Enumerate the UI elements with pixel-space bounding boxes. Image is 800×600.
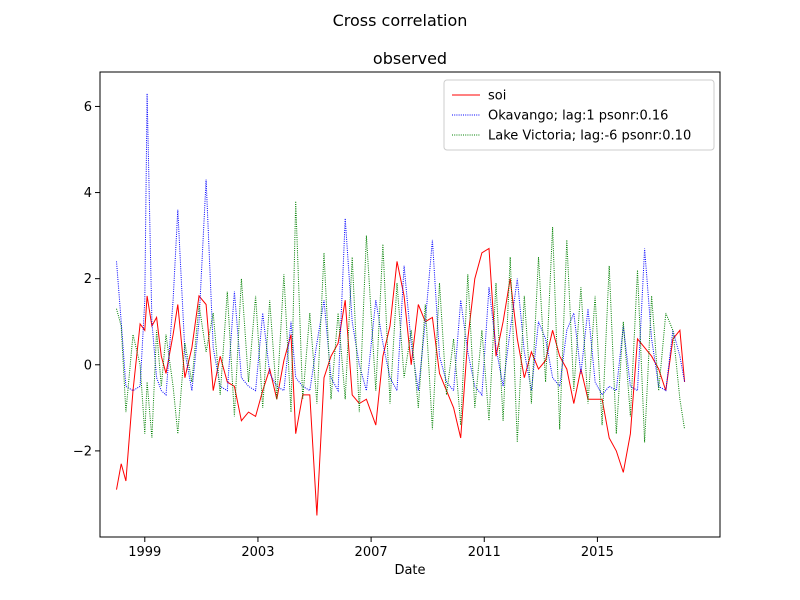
y-tick-label: 2 [84,272,92,287]
series-layer [116,93,686,516]
legend-label-okavango-lag-1-psonr-0-16: Okavango; lag:1 psonr:0.16 [488,109,668,124]
x-axis-ticks: 1999 2003 2007 2011 2015 [128,537,614,560]
y-axis-ticks: −2 0 2 4 6 [73,100,100,459]
legend-box [443,79,715,151]
y-tick-label: 4 [84,186,92,201]
x-tick-label: 2003 [241,545,274,560]
series-line-lake-victoria-lag-6-psonr-0-10 [116,201,686,443]
y-tick-label: 6 [84,100,92,115]
x-axis-label: Date [394,563,425,578]
axes-frame [99,71,721,538]
legend-label-lake-victoria-lag-6-psonr-0-10: Lake Victoria; lag:-6 psonr:0.10 [488,129,691,144]
x-tick-label: 2011 [468,545,501,560]
y-tick-label: −2 [73,444,92,459]
y-tick-label: 0 [84,358,92,373]
legend: soi Okavango; lag:1 psonr:0.16 Lake Victor… [443,79,715,151]
x-tick-label: 2015 [581,545,614,560]
legend-label-soi: soi [488,89,506,104]
x-tick-label: 1999 [128,545,161,560]
figure-suptitle: Cross correlation [333,11,468,30]
x-tick-label: 2007 [355,545,388,560]
plot-title: observed [373,49,447,68]
